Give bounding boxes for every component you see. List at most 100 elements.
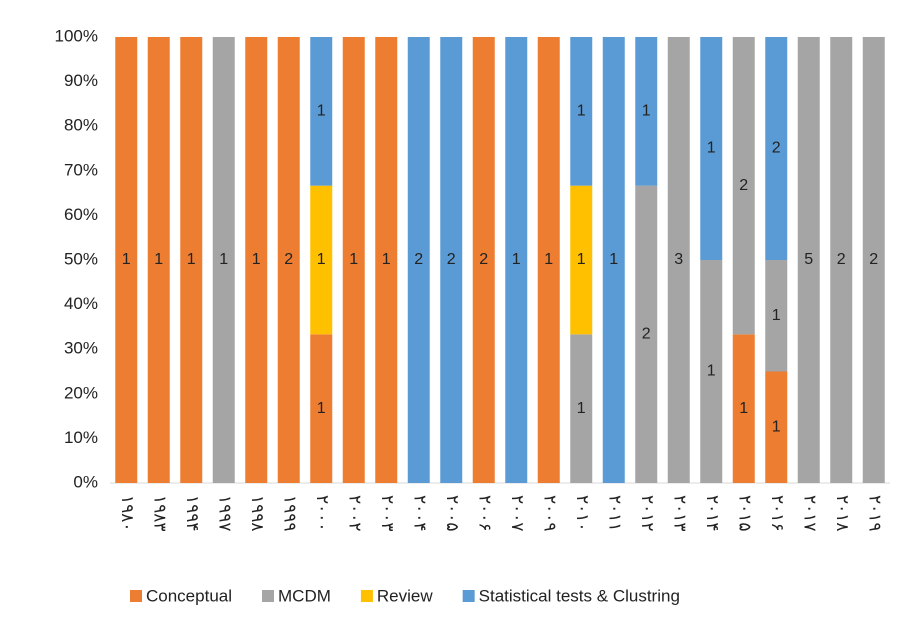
data-label: 1	[609, 251, 618, 268]
legend-label: Statistical tests & Clustring	[479, 586, 680, 605]
data-label: 1	[772, 307, 781, 324]
bar-segment	[732, 334, 755, 483]
x-tick-label: ۲۰۱۷	[800, 495, 819, 532]
data-label: 5	[804, 251, 813, 268]
bar-segment	[245, 37, 268, 483]
data-label: 2	[284, 251, 293, 268]
data-label: 2	[479, 251, 488, 268]
data-label: 2	[837, 251, 846, 268]
bar-segment	[732, 37, 755, 335]
bar-segment	[635, 37, 658, 186]
data-label: 1	[707, 140, 716, 157]
legend-swatch	[262, 590, 275, 602]
bar-segment	[310, 185, 333, 335]
data-label: 1	[577, 400, 586, 417]
data-label: 1	[577, 103, 586, 120]
x-tick-label: ۲۰۰۶	[475, 495, 494, 532]
data-label: 2	[447, 251, 456, 268]
data-label: 1	[317, 400, 326, 417]
y-tick-label: 0%	[73, 472, 98, 491]
data-label: 1	[317, 251, 326, 268]
x-tick-label: ۲۰۱۶	[768, 495, 787, 532]
bar-segment	[537, 37, 560, 483]
y-tick-label: 10%	[64, 428, 98, 447]
bar-segment	[505, 37, 528, 483]
x-tick-label: ۱۹۹۷	[215, 495, 234, 532]
bar-segment	[180, 37, 203, 483]
x-tick-label: ۲۰۰۵	[443, 495, 462, 532]
x-tick-label: ۲۰۱۰	[573, 495, 592, 532]
bar-segment	[862, 37, 885, 483]
bar-segment	[115, 37, 138, 483]
bar-segment	[570, 37, 593, 186]
x-tick-label: ۲۰۱۴	[703, 495, 722, 532]
x-tick-label: ۲۰۱۸	[833, 495, 852, 532]
bar-segment	[570, 185, 593, 335]
data-label: 1	[577, 251, 586, 268]
data-label: 3	[674, 251, 683, 268]
bar-segment	[147, 37, 170, 483]
x-tick-label: ۲۰۱۵	[735, 495, 754, 532]
bar-segment	[342, 37, 365, 483]
y-tick-label: 50%	[64, 249, 98, 268]
legend-swatch	[360, 590, 373, 602]
data-label: 1	[317, 103, 326, 120]
x-tick-label: ۱۹۹۴	[183, 495, 202, 532]
legend-label: Conceptual	[146, 586, 232, 605]
data-label: 1	[512, 251, 521, 268]
legend-label: Review	[377, 586, 433, 605]
bar-segment	[407, 37, 430, 483]
x-tick-label: ۱۹۹۸	[248, 495, 267, 532]
bar-segment	[212, 37, 235, 483]
bar-segment	[797, 37, 820, 483]
y-tick-label: 90%	[64, 71, 98, 90]
bar-segment	[765, 260, 788, 372]
x-tick-label: ۱۹۸۰	[118, 495, 137, 532]
data-label: 1	[187, 251, 196, 268]
bar-segment	[472, 37, 495, 483]
bar-segment	[765, 37, 788, 260]
data-label: 2	[772, 140, 781, 157]
data-label: 1	[122, 251, 131, 268]
x-tick-label: ۱۹۸۳	[150, 495, 169, 532]
data-label: 1	[219, 251, 228, 268]
x-tick-label: ۲۰۰۰	[313, 495, 332, 532]
x-tick-label: ۱۹۹۹	[280, 495, 299, 532]
y-tick-label: 60%	[64, 205, 98, 224]
data-label: 1	[349, 251, 358, 268]
legend-swatch	[462, 590, 475, 602]
y-tick-label: 70%	[64, 160, 98, 179]
data-label: 1	[642, 103, 651, 120]
x-tick-label: ۲۰۱۱	[605, 495, 624, 532]
bar-segment	[700, 37, 723, 260]
x-tick-label: ۲۰۱۲	[638, 495, 657, 532]
data-label: 2	[869, 251, 878, 268]
bar-segment	[700, 260, 723, 483]
data-label: 1	[252, 251, 261, 268]
bar-segment	[765, 371, 788, 483]
y-tick-label: 20%	[64, 383, 98, 402]
y-tick-label: 80%	[64, 116, 98, 135]
y-tick-label: 100%	[55, 26, 98, 45]
legend-label: MCDM	[278, 586, 331, 605]
bar-segment	[375, 37, 398, 483]
bar-segment	[310, 334, 333, 483]
data-label: 2	[414, 251, 423, 268]
x-tick-label: ۲۰۰۷	[508, 495, 527, 532]
y-tick-label: 30%	[64, 339, 98, 358]
x-tick-label: ۲۰۰۹	[540, 495, 559, 532]
bar-segment	[830, 37, 853, 483]
data-label: 1	[544, 251, 553, 268]
x-tick-label: ۲۰۱۳	[670, 495, 689, 532]
data-label: 1	[739, 400, 748, 417]
data-label: 1	[382, 251, 391, 268]
data-label: 1	[772, 418, 781, 435]
bar-segment	[635, 185, 658, 483]
bar-segment	[310, 37, 333, 186]
bar-segment	[667, 37, 690, 483]
data-label: 1	[154, 251, 163, 268]
bar-segment	[440, 37, 463, 483]
x-tick-label: ۲۰۰۴	[410, 495, 429, 532]
x-tick-label: ۲۰۰۲	[345, 495, 364, 532]
